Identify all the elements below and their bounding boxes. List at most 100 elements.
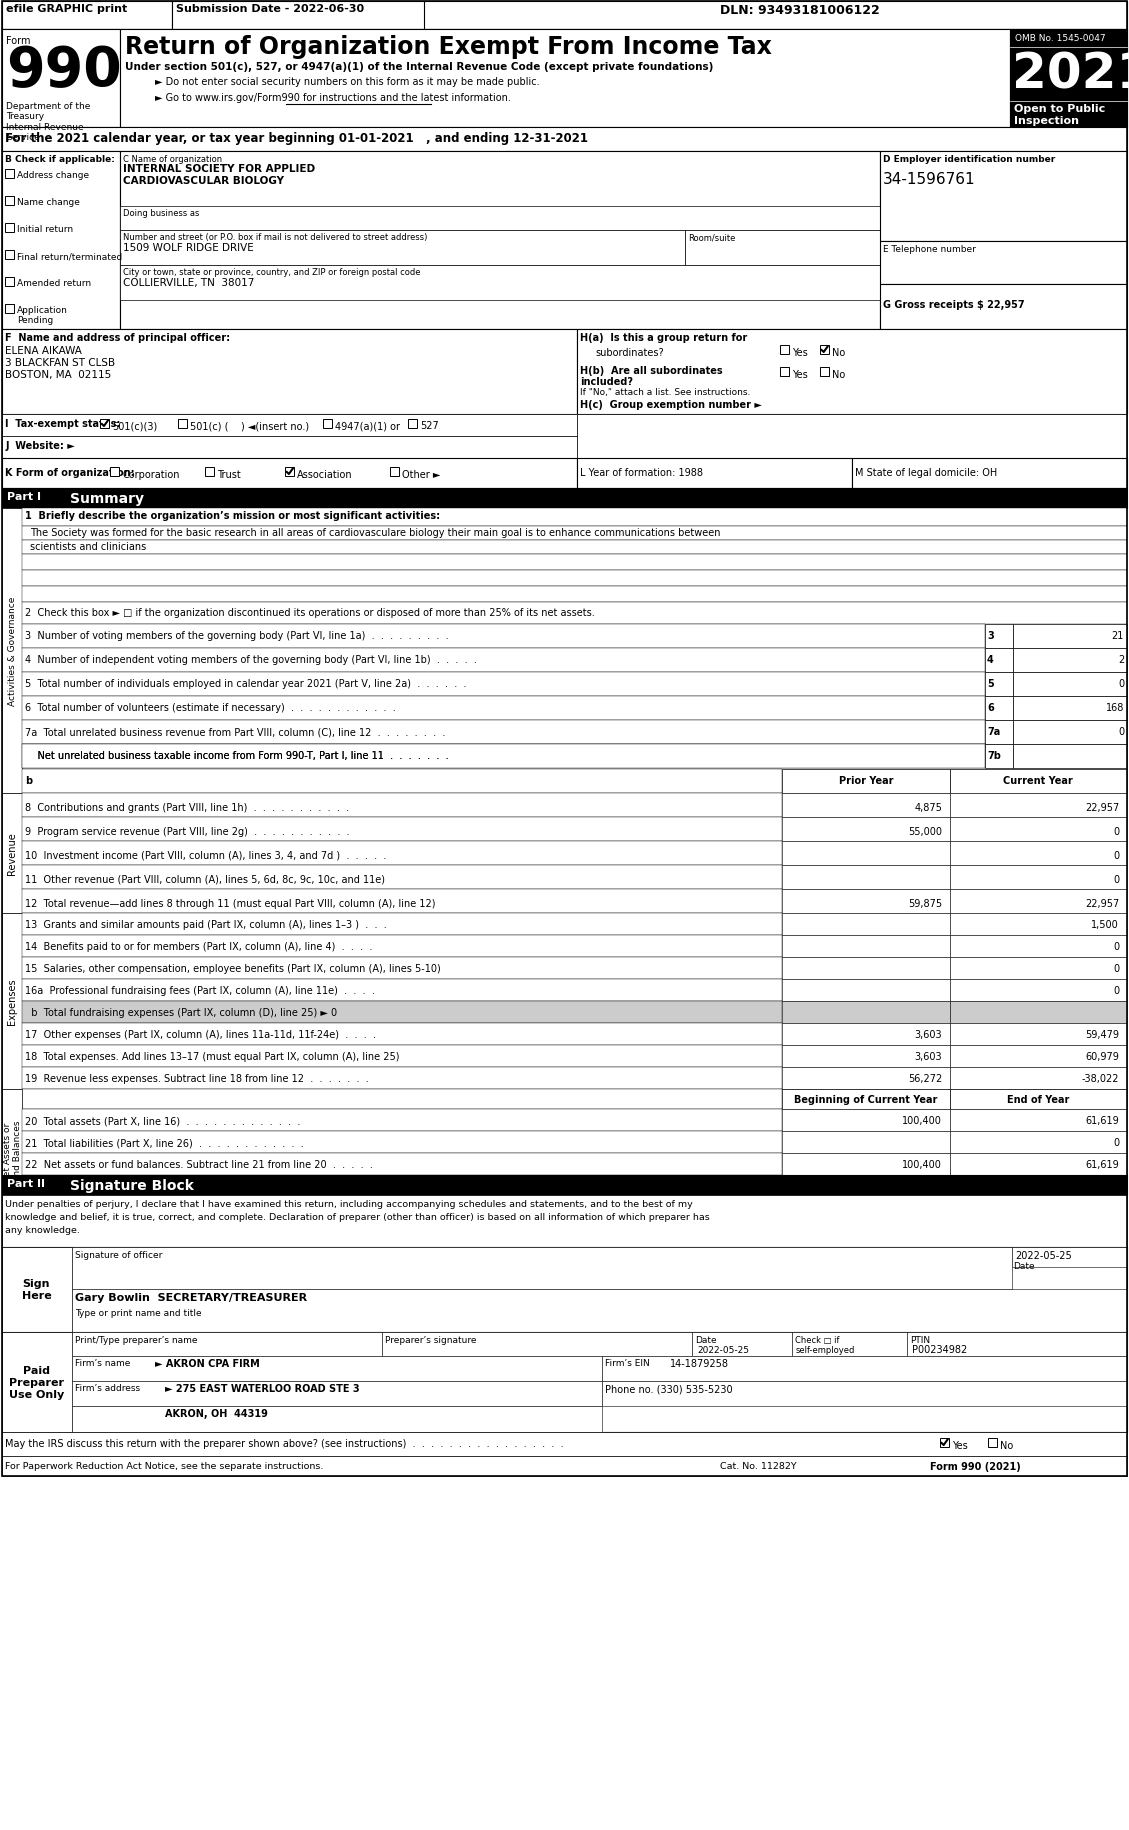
Bar [23, 818, 782, 842]
Bar [988, 1438, 997, 1448]
Bar [23, 979, 782, 1001]
Text: Summary: Summary [70, 492, 145, 505]
Text: Under penalties of perjury, I declare that I have examined this return, includin: Under penalties of perjury, I declare th… [6, 1199, 693, 1208]
Text: Prior Year: Prior Year [839, 776, 893, 785]
Text: Amended return: Amended return [17, 278, 91, 287]
Text: P00234982: P00234982 [912, 1345, 968, 1354]
Bar [2, 913, 23, 1089]
Bar [782, 957, 951, 979]
Bar [577, 459, 852, 489]
Text: May the IRS discuss this return with the preparer shown above? (see instructions: May the IRS discuss this return with the… [6, 1438, 564, 1448]
Text: ► 275 EAST WATERLOO ROAD STE 3: ► 275 EAST WATERLOO ROAD STE 3 [165, 1383, 360, 1393]
Bar [577, 329, 1127, 415]
Text: Revenue: Revenue [8, 833, 17, 875]
Text: 1509 WOLF RIDGE DRIVE: 1509 WOLF RIDGE DRIVE [123, 243, 254, 253]
Bar [2, 1433, 1127, 1457]
Bar [2, 128, 1127, 152]
Bar [23, 624, 984, 648]
Text: 5  Total number of individuals employed in calendar year 2021 (Part V, line 2a) : 5 Total number of individuals employed i… [25, 679, 467, 688]
Bar [23, 794, 782, 818]
Text: D Employer identification number: D Employer identification number [883, 156, 1056, 165]
Text: 0: 0 [1113, 875, 1119, 884]
Text: No: No [1000, 1440, 1014, 1449]
Text: 100,400: 100,400 [902, 1160, 942, 1169]
Text: efile GRAPHIC print: efile GRAPHIC print [7, 4, 128, 15]
Text: BOSTON, MA  02115: BOSTON, MA 02115 [6, 370, 112, 381]
Bar [692, 1332, 793, 1356]
Bar [2, 29, 121, 128]
Bar [121, 231, 685, 265]
Text: Application
Pending: Application Pending [17, 306, 68, 326]
Text: Under section 501(c), 527, or 4947(a)(1) of the Internal Revenue Code (except pr: Under section 501(c), 527, or 4947(a)(1)… [125, 62, 714, 71]
Text: 15  Salaries, other compensation, employee benefits (Part IX, column (A), lines : 15 Salaries, other compensation, employe… [25, 963, 441, 974]
Bar [782, 794, 951, 818]
Bar [951, 957, 1127, 979]
Text: Part II: Part II [8, 1179, 45, 1188]
Text: No: No [832, 370, 846, 381]
Text: 7a  Total unrelated business revenue from Part VIII, column (C), line 12  .  .  : 7a Total unrelated business revenue from… [25, 727, 446, 737]
Bar [2, 1457, 1127, 1477]
Text: 14-1879258: 14-1879258 [671, 1358, 729, 1369]
Bar [782, 1045, 951, 1067]
Text: 3 BLACKFAN ST CLSB: 3 BLACKFAN ST CLSB [6, 359, 115, 368]
Bar [6, 278, 15, 287]
Bar [782, 770, 951, 794]
Bar [2, 1089, 23, 1195]
Bar [100, 419, 110, 428]
Bar [2, 489, 1127, 509]
Bar [121, 152, 881, 329]
Text: b: b [25, 776, 33, 785]
Bar [23, 673, 984, 697]
Text: 100,400: 100,400 [902, 1116, 942, 1125]
Bar [286, 468, 295, 478]
Bar [951, 1067, 1127, 1089]
Text: 5: 5 [987, 679, 994, 688]
Bar [2, 2, 173, 29]
Text: Net Assets or
Fund Balances: Net Assets or Fund Balances [2, 1120, 23, 1186]
Bar [6, 223, 15, 232]
Bar [23, 889, 782, 913]
Bar [2, 509, 23, 794]
Text: L Year of formation: 1988: L Year of formation: 1988 [580, 468, 703, 478]
Bar [780, 346, 789, 355]
Text: 501(c) (    ) ◄(insert no.): 501(c) ( ) ◄(insert no.) [191, 421, 309, 430]
Bar [782, 1023, 951, 1045]
Bar [2, 437, 577, 459]
Bar [852, 459, 1127, 489]
Text: H(b)  Are all subordinates: H(b) Are all subordinates [580, 366, 723, 375]
Bar [951, 1045, 1127, 1067]
Bar [782, 935, 951, 957]
Bar [2, 1248, 1127, 1332]
Text: 34-1596761: 34-1596761 [883, 172, 975, 187]
Bar [2, 1175, 1127, 1195]
Text: J  Website: ►: J Website: ► [6, 441, 76, 450]
Text: 4  Number of independent voting members of the governing body (Part VI, line 1b): 4 Number of independent voting members o… [25, 655, 478, 664]
Text: 0: 0 [1118, 727, 1124, 737]
Text: Room/suite: Room/suite [689, 232, 735, 242]
Text: CARDIOVASCULAR BIOLOGY: CARDIOVASCULAR BIOLOGY [123, 176, 285, 187]
Text: Paid
Preparer
Use Only: Paid Preparer Use Only [9, 1365, 64, 1398]
Text: ► Do not enter social security numbers on this form as it may be made public.: ► Do not enter social security numbers o… [156, 77, 540, 88]
Text: No: No [832, 348, 846, 359]
Text: Date: Date [1013, 1261, 1034, 1270]
Bar [951, 889, 1127, 913]
Bar [782, 1001, 951, 1023]
Bar [881, 152, 1127, 242]
Text: 7b: 7b [987, 750, 1001, 761]
Bar [23, 1023, 782, 1045]
Text: For Paperwork Reduction Act Notice, see the separate instructions.: For Paperwork Reduction Act Notice, see … [6, 1460, 324, 1469]
Bar [72, 1382, 602, 1405]
Bar [23, 697, 984, 721]
Text: 59,875: 59,875 [908, 899, 942, 908]
Text: 2022-05-25: 2022-05-25 [1015, 1250, 1071, 1261]
Text: 19  Revenue less expenses. Subtract line 18 from line 12  .  .  .  .  .  .  .: 19 Revenue less expenses. Subtract line … [25, 1074, 369, 1083]
Bar [1010, 29, 1127, 128]
Bar [1013, 721, 1127, 745]
Bar [2, 29, 1127, 128]
Bar [2, 415, 577, 437]
Text: Preparer’s signature: Preparer’s signature [385, 1336, 476, 1345]
Text: B Check if applicable:: B Check if applicable: [6, 156, 115, 165]
Text: 3: 3 [987, 631, 994, 640]
Text: Yes: Yes [793, 370, 808, 381]
Bar [23, 1067, 782, 1089]
